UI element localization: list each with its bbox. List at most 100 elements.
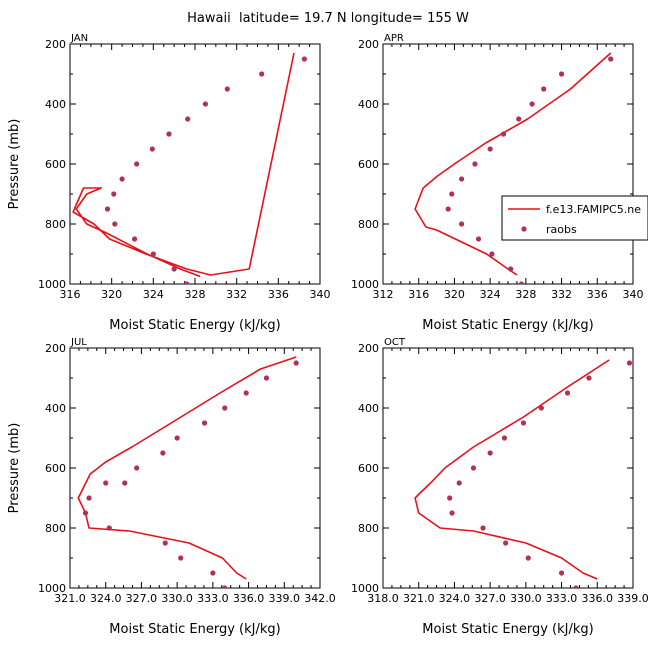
raobs-point	[449, 191, 455, 197]
raobs-point	[134, 161, 140, 167]
raobs-point	[516, 116, 522, 122]
raobs-point	[243, 390, 249, 396]
raobs-point	[106, 525, 112, 531]
series-group-jan	[72, 52, 307, 284]
raobs-point	[447, 495, 453, 501]
xtick-label: 339.0	[269, 592, 301, 605]
raobs-point	[586, 375, 592, 381]
raobs-point	[171, 266, 177, 272]
ytick-label: 800	[358, 218, 379, 231]
plot-frame-jul	[69, 347, 321, 589]
xtick-label: 321.0	[54, 592, 86, 605]
raobs-point	[131, 236, 138, 242]
raobs-point	[174, 435, 180, 441]
xtick-label: 318.0	[367, 592, 399, 605]
raobs-point	[134, 465, 140, 471]
raobs-point	[626, 360, 633, 366]
raobs-point	[573, 585, 579, 588]
raobs-point	[456, 480, 462, 486]
y-axis-title-jul: Pressure (mb)	[7, 423, 22, 514]
ytick-label: 200	[358, 38, 379, 51]
xtick-label: 332	[551, 288, 572, 301]
raobs-point	[111, 191, 117, 197]
panel-jul: JUL 321.0 324.0 327.0 330.0 333.0 336.0 339.0 34…	[7, 337, 336, 637]
ytick-label: 1000	[351, 278, 379, 291]
panel-label-oct: OCT	[384, 337, 406, 348]
raobs-point	[487, 146, 493, 152]
xtick-label: 339.0	[617, 592, 648, 605]
ytick-label: 1000	[38, 582, 66, 595]
ytick-label: 600	[358, 158, 379, 171]
xtick-label: 342.0	[304, 592, 336, 605]
ytick-label: 800	[358, 522, 379, 535]
x-axis-title-jul: Moist Static Energy (kJ/kg)	[109, 622, 280, 637]
raobs-point	[558, 71, 565, 77]
xtick-label: 336	[268, 288, 289, 301]
raobs-point	[501, 435, 508, 441]
raobs-point	[538, 405, 544, 411]
legend: f.e13.FAMIPC5.ne raobs	[501, 195, 648, 241]
raobs-point	[122, 480, 128, 486]
xtick-label: 316	[408, 288, 429, 301]
raobs-point	[166, 131, 172, 137]
raobs-point	[487, 450, 493, 456]
xtick-label: 321.0	[403, 592, 435, 605]
raobs-point	[210, 570, 216, 576]
xtick-label: 332	[226, 288, 247, 301]
panel-apr: APR 312 316 320 324 328 332 336 340 200 400 600 800 1…	[351, 33, 648, 333]
series-group-jul	[77, 356, 299, 588]
raobs-point	[112, 221, 118, 227]
raobs-point	[472, 161, 478, 167]
xtick-label: 340	[310, 288, 331, 301]
raobs-point	[263, 375, 270, 381]
ytick-label: 600	[358, 462, 379, 475]
xtick-label: 336	[587, 288, 608, 301]
plot-frame-jan	[69, 43, 321, 285]
raobs-point	[470, 465, 477, 471]
raobs-point	[558, 570, 565, 576]
raobs-point	[449, 510, 455, 516]
ytick-label: 400	[45, 402, 66, 415]
ytick-label: 400	[358, 402, 379, 415]
series-group-oct	[414, 359, 633, 588]
ytick-label: 800	[45, 218, 66, 231]
raobs-point	[520, 420, 527, 426]
raobs-point	[458, 221, 465, 227]
figure-title: Hawaii latitude= 19.7 N longitude= 155 W	[187, 11, 469, 26]
raobs-point	[103, 480, 109, 486]
legend-label-model: f.e13.FAMIPC5.ne	[546, 203, 641, 216]
raobs-point	[525, 555, 531, 561]
xtick-label: 340	[623, 288, 644, 301]
raobs-point	[222, 585, 228, 588]
raobs-point	[201, 420, 208, 426]
x-axis-title-oct: Moist Static Energy (kJ/kg)	[422, 622, 593, 637]
raobs-point	[178, 555, 184, 561]
raobs-point	[149, 146, 155, 152]
raobs-point	[508, 266, 514, 272]
series-group-apr	[414, 52, 614, 284]
model-line-apr	[414, 52, 612, 276]
ytick-label: 200	[358, 342, 379, 355]
legend-dot-swatch	[521, 226, 527, 232]
raobs-point	[293, 360, 299, 366]
raobs-point	[162, 540, 168, 546]
xtick-label: 324.0	[90, 592, 122, 605]
xtick-label: 316	[60, 288, 81, 301]
xtick-label: 328	[515, 288, 536, 301]
xtick-label: 324	[143, 288, 164, 301]
plot-frame-apr	[382, 43, 634, 285]
xtick-label: 324.0	[439, 592, 471, 605]
panel-label-jul: JUL	[70, 337, 87, 348]
raobs-point	[489, 251, 495, 257]
raobs-point	[475, 236, 482, 242]
legend-label-raobs: raobs	[546, 223, 577, 236]
raobs-point	[541, 86, 547, 92]
raobs-point	[185, 116, 191, 122]
model-line-oct	[414, 359, 610, 580]
raobs-point	[564, 390, 571, 396]
x-axis-title-apr: Moist Static Energy (kJ/kg)	[422, 318, 593, 333]
raobs-point	[608, 56, 614, 62]
xtick-label: 336.0	[233, 592, 265, 605]
raobs-point	[202, 101, 209, 107]
